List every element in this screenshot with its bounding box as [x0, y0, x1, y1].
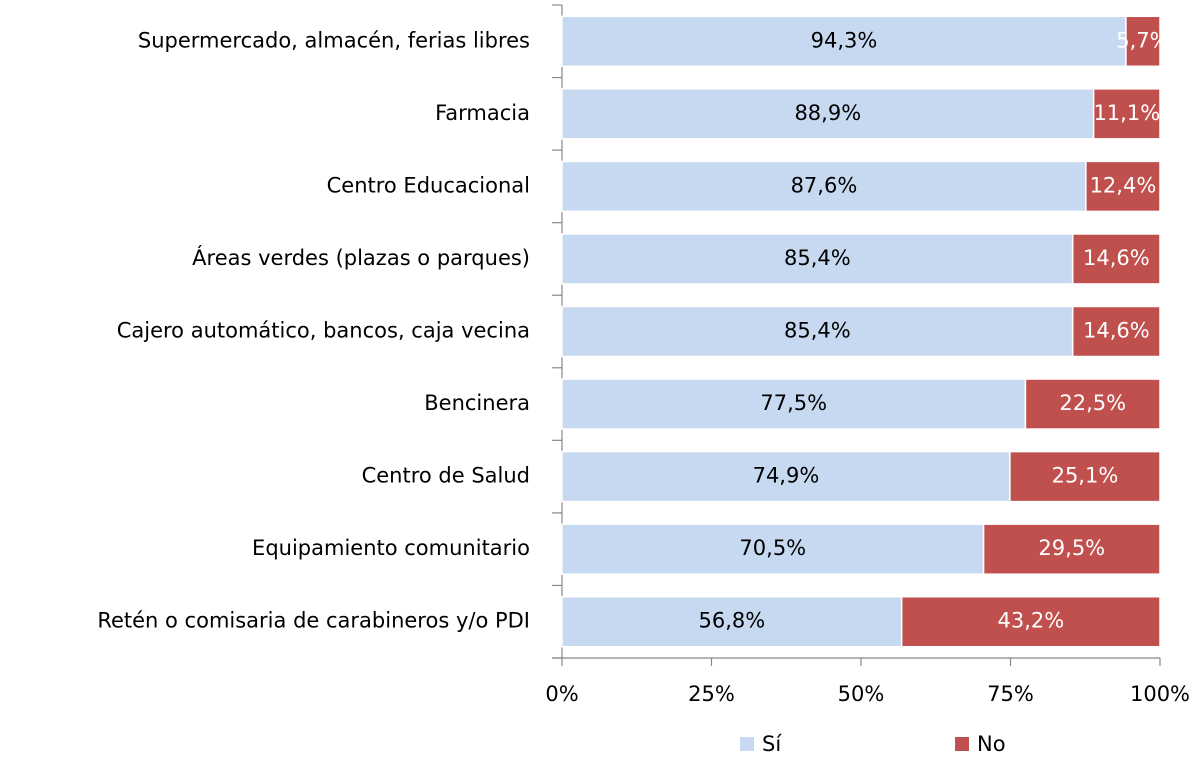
category-label: Centro de Salud — [362, 464, 530, 488]
x-tick-label: 75% — [987, 682, 1034, 706]
bar-segment — [561, 595, 903, 648]
bar-segment — [982, 523, 1161, 575]
value-label: 29,5% — [1038, 536, 1105, 560]
value-label: 88,9% — [794, 101, 861, 125]
bar-segment — [1009, 450, 1161, 503]
value-label: 74,9% — [753, 464, 820, 488]
bar-segment — [561, 88, 1095, 140]
value-label: 14,6% — [1083, 319, 1150, 343]
value-label: 85,4% — [784, 319, 851, 343]
category-label: Retén o comisaria de carabineros y/o PDI — [97, 609, 530, 633]
value-label: 56,8% — [698, 609, 765, 633]
value-label: 14,6% — [1083, 246, 1150, 270]
legend-swatch — [955, 737, 969, 751]
category-label: Supermercado, almacén, ferias libres — [138, 28, 530, 52]
bar-segment — [561, 15, 1127, 68]
value-label: 85,4% — [784, 246, 851, 270]
value-label: 77,5% — [760, 391, 827, 415]
x-tick-label: 100% — [1130, 682, 1190, 706]
bar-segment — [561, 305, 1074, 358]
value-label: 25,1% — [1052, 464, 1119, 488]
category-label: Cajero automático, bancos, caja vecina — [117, 319, 530, 343]
category-label: Áreas verdes (plazas o parques) — [192, 245, 530, 270]
bar-segment — [1024, 378, 1161, 430]
value-label: 70,5% — [739, 536, 806, 560]
x-tick-label: 25% — [688, 682, 735, 706]
x-tick-label: 50% — [838, 682, 885, 706]
value-label: 12,4% — [1090, 173, 1157, 197]
value-label: 22,5% — [1059, 391, 1126, 415]
legend-label: No — [977, 732, 1006, 756]
bar-segment — [1085, 160, 1161, 213]
bar-segment — [561, 523, 985, 575]
bar-segment — [561, 233, 1074, 285]
legend-swatch — [740, 737, 754, 751]
category-label: Bencinera — [424, 391, 530, 415]
legend-label: Sí — [762, 732, 782, 756]
bar-segment — [1071, 305, 1161, 358]
bar-segment — [561, 378, 1027, 430]
value-label: 11,1% — [1093, 101, 1160, 125]
category-label: Centro Educacional — [327, 173, 530, 197]
bar-segment — [900, 595, 1161, 648]
value-label: 87,6% — [791, 173, 858, 197]
bar-segment — [1125, 15, 1161, 68]
bar-segment — [1092, 88, 1161, 140]
x-tick-label: 0% — [545, 682, 578, 706]
value-label: 94,3% — [811, 28, 878, 52]
bar-segment — [1071, 233, 1161, 285]
value-label: 43,2% — [997, 609, 1064, 633]
category-label: Equipamiento comunitario — [252, 536, 530, 560]
value-label: 5,7% — [1116, 28, 1169, 52]
category-label: Farmacia — [435, 101, 530, 125]
